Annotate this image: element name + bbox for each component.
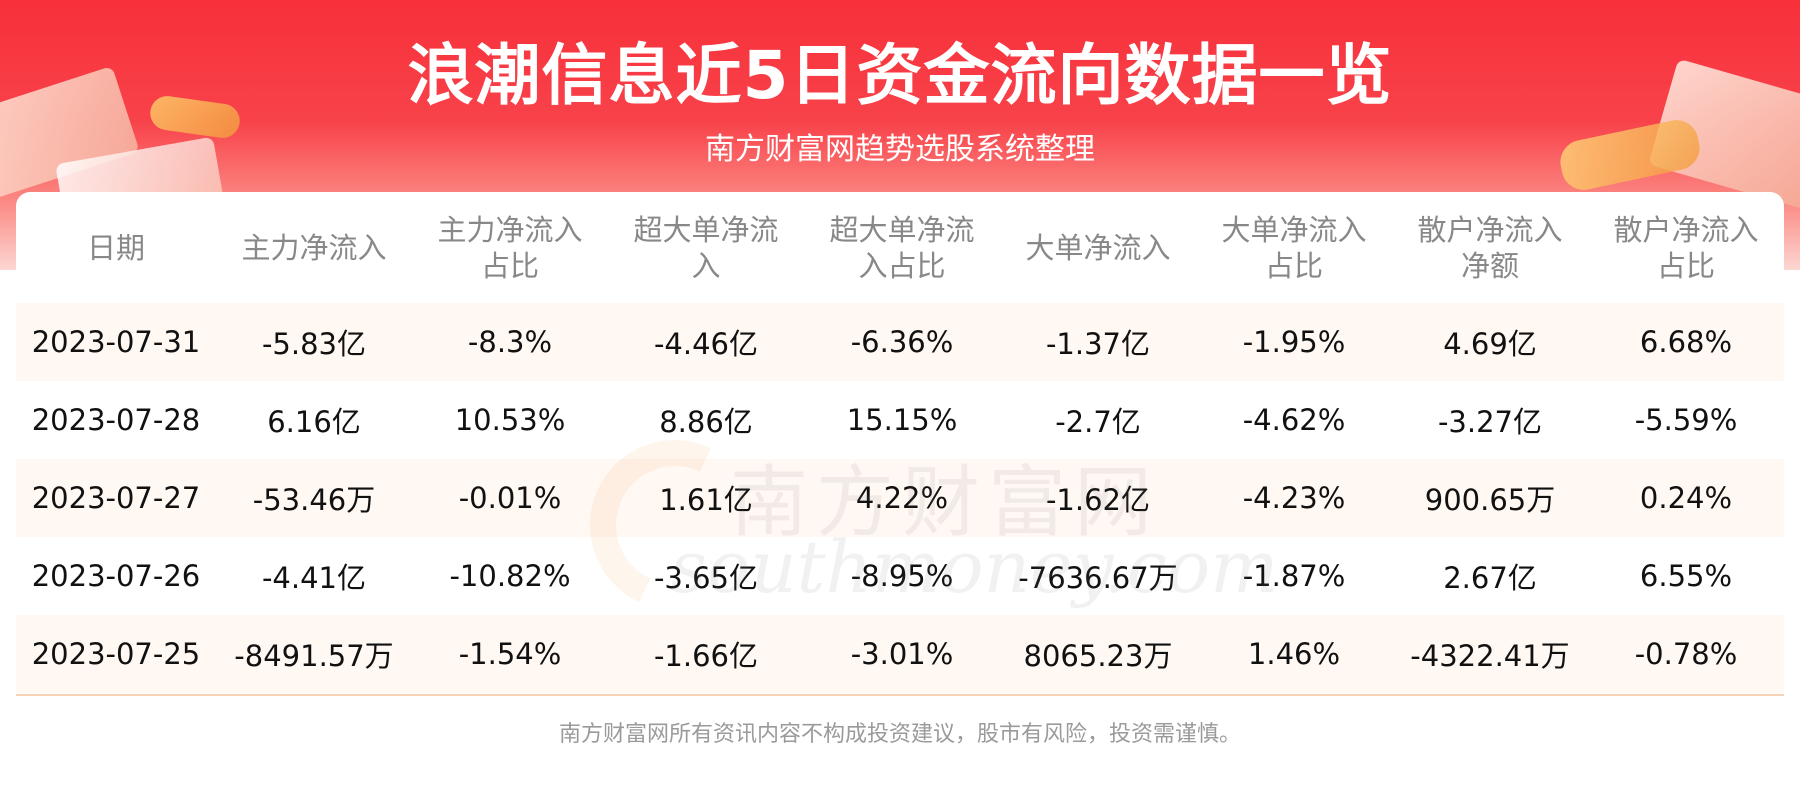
value-cell: -0.78% [1588, 615, 1784, 693]
value-cell: -5.59% [1588, 381, 1784, 459]
value-cell: -1.66亿 [608, 615, 804, 693]
page-subtitle: 南方财富网趋势选股系统整理 [705, 132, 1095, 167]
value-cell: -1.37亿 [1000, 303, 1196, 381]
value-cell: 900.65万 [1392, 459, 1588, 537]
value-cell: -6.36% [804, 303, 1000, 381]
table-header-row: 日期 主力净流入 主力净流入 占比 超大单净流 入超大单净流 入占比 大单净流入 大单净流… [16, 192, 1784, 303]
value-cell: -4322.41万 [1392, 615, 1588, 693]
date-cell: 2023-07-27 [16, 459, 216, 537]
column-header: 散户净流入 净额 [1417, 212, 1563, 283]
value-cell: 6.68% [1588, 303, 1784, 381]
page-title: 浪潮信息近5日资金流向数据一览 [407, 37, 1393, 114]
value-cell: -1.87% [1196, 537, 1392, 615]
date-cell: 2023-07-25 [16, 615, 216, 693]
column-header: 散户净流入 占比 [1613, 212, 1759, 283]
value-cell: -3.27亿 [1392, 381, 1588, 459]
value-cell: 8065.23万 [1000, 615, 1196, 693]
value-cell: -1.54% [412, 615, 608, 693]
value-cell: 10.53% [412, 381, 608, 459]
value-cell: 1.61亿 [608, 459, 804, 537]
table-row: 2023-07-28 6.16亿 10.53% 8.86亿 15.15% -2.7亿 -4.… [16, 381, 1784, 459]
value-cell: 1.46% [1196, 615, 1392, 693]
value-cell: -3.65亿 [608, 537, 804, 615]
value-cell: -2.7亿 [1000, 381, 1196, 459]
column-header: 日期 [86, 230, 145, 265]
value-cell: 6.55% [1588, 537, 1784, 615]
value-cell: -3.01% [804, 615, 1000, 693]
fund-flow-table: 日期 主力净流入 主力净流入 占比 超大单净流 入超大单净流 入占比 大单净流入 大单净流… [16, 192, 1784, 693]
table-body: 2023-07-31 -5.83亿 -8.3% -4.46亿 -6.36% -1.37亿 -… [16, 303, 1784, 693]
value-cell: -4.46亿 [608, 303, 804, 381]
value-cell: 6.16亿 [216, 381, 412, 459]
column-header: 超大单净流 入占比 [829, 212, 975, 283]
value-cell: -4.41亿 [216, 537, 412, 615]
divider [16, 694, 1784, 696]
value-cell: -7636.67万 [1000, 537, 1196, 615]
value-cell: -8.95% [804, 537, 1000, 615]
column-header: 大单净流入 占比 [1221, 212, 1367, 283]
value-cell: 4.22% [804, 459, 1000, 537]
date-cell: 2023-07-28 [16, 381, 216, 459]
column-header: 主力净流入 [241, 230, 387, 265]
value-cell: -8.3% [412, 303, 608, 381]
value-cell: -1.62亿 [1000, 459, 1196, 537]
value-cell: -8491.57万 [216, 615, 412, 693]
value-cell: 4.69亿 [1392, 303, 1588, 381]
date-cell: 2023-07-26 [16, 537, 216, 615]
footer-disclaimer: 南方财富网所有资讯内容不构成投资建议，股市有风险，投资需谨慎。 [558, 722, 1241, 747]
value-cell: -4.62% [1196, 381, 1392, 459]
table-row: 2023-07-27 -53.46万 -0.01% 1.61亿 4.22% -1.62亿 -… [16, 459, 1784, 537]
value-cell: 8.86亿 [608, 381, 804, 459]
value-cell: -4.23% [1196, 459, 1392, 537]
value-cell: -10.82% [412, 537, 608, 615]
table-row: 2023-07-31 -5.83亿 -8.3% -4.46亿 -6.36% -1.37亿 -… [16, 303, 1784, 381]
value-cell: 2.67亿 [1392, 537, 1588, 615]
value-cell: -5.83亿 [216, 303, 412, 381]
value-cell: 15.15% [804, 381, 1000, 459]
value-cell: 0.24% [1588, 459, 1784, 537]
value-cell: -0.01% [412, 459, 608, 537]
column-header: 大单净流入 [1025, 230, 1171, 265]
column-header: 超大单净流 入 [633, 212, 779, 283]
column-header: 主力净流入 占比 [437, 212, 583, 283]
value-cell: -1.95% [1196, 303, 1392, 381]
date-cell: 2023-07-31 [16, 303, 216, 381]
value-cell: -53.46万 [216, 459, 412, 537]
table-row: 2023-07-25 -8491.57万 -1.54% -1.66亿 -3.01% 806… [16, 615, 1784, 693]
table-row: 2023-07-26 -4.41亿 -10.82% -3.65亿 -8.95% -7636… [16, 537, 1784, 615]
